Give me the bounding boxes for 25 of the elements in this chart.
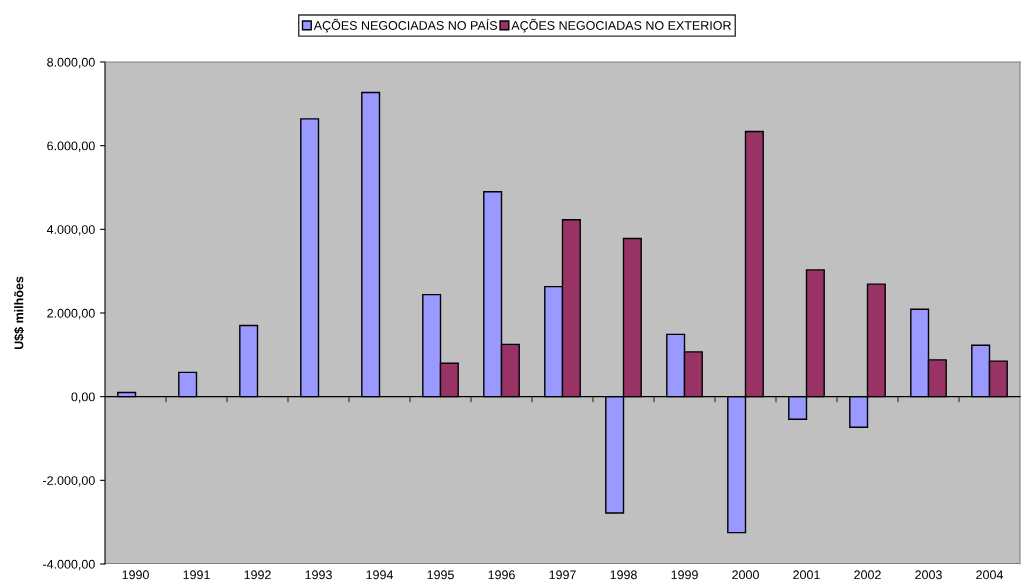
legend-label: AÇÕES NEGOCIADAS NO EXTERIOR xyxy=(511,18,731,33)
x-tick-label: 1990 xyxy=(122,570,149,580)
x-tick-label: 2003 xyxy=(915,570,942,580)
y-tick-label: 0,00 xyxy=(71,392,95,403)
x-tick-label: 1997 xyxy=(549,570,576,580)
y-tick-label: 2.000,00 xyxy=(47,308,95,320)
legend-label: AÇÕES NEGOCIADAS NO PAÍS xyxy=(313,18,498,33)
y-tick-label: 4.000,00 xyxy=(46,225,95,236)
x-tick-label: 1996 xyxy=(488,570,515,580)
x-tick-label: 1992 xyxy=(244,570,271,580)
x-tick-label: 2002 xyxy=(854,570,881,580)
x-tick-label: 1991 xyxy=(183,570,210,580)
x-tick-label: 1993 xyxy=(305,570,332,580)
y-tick-label: -2.000,00 xyxy=(43,476,95,487)
y-tick-label: 6.000,00 xyxy=(47,141,95,152)
x-tick-label: 2004 xyxy=(976,570,1004,580)
x-tick-label: 1998 xyxy=(610,570,637,580)
x-tick-label: 2001 xyxy=(793,570,820,580)
y-tick-label: -4.000,00 xyxy=(43,559,95,571)
x-tick-label: 1994 xyxy=(366,570,394,580)
x-tick-label: 2000 xyxy=(732,570,759,580)
x-tick-label: 1995 xyxy=(427,570,454,580)
y-tick-label: 8.000,00 xyxy=(47,57,95,69)
x-tick-label: 1999 xyxy=(671,570,698,580)
y-axis-title: U$$ milhões xyxy=(13,276,25,350)
